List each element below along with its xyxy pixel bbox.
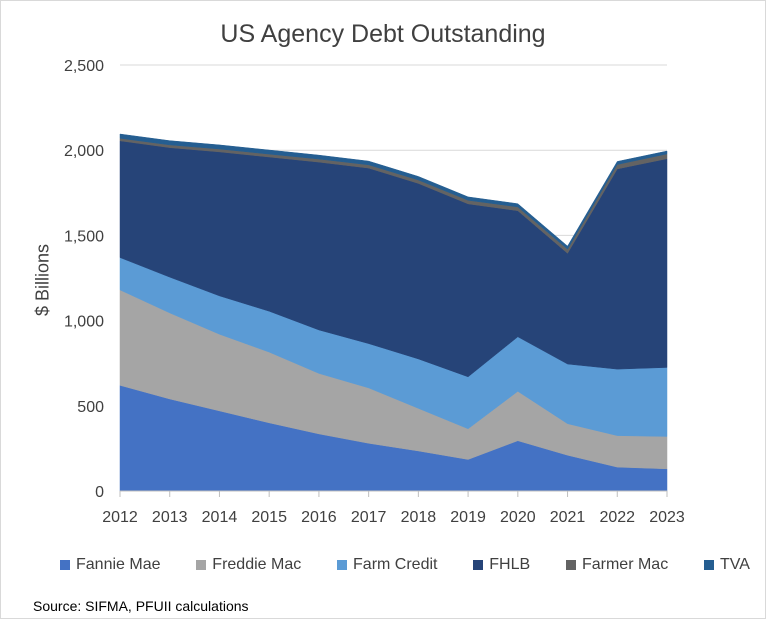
legend-label: Farm Credit <box>353 556 438 573</box>
x-tick-label: 2018 <box>401 509 437 526</box>
x-tick-label: 2021 <box>550 509 586 526</box>
area-tva <box>119 133 668 250</box>
chart-title: US Agency Debt Outstanding <box>220 20 546 48</box>
x-tick-label: 2023 <box>649 509 685 526</box>
y-tick-label: 500 <box>77 399 104 416</box>
source-note: Source: SIFMA, PFUII calculations <box>33 598 249 614</box>
x-tick-label: 2016 <box>301 509 337 526</box>
legend-swatch <box>60 560 70 570</box>
legend-item-farmer-mac: Farmer Mac <box>565 556 669 574</box>
x-tick-label: 2014 <box>202 509 238 526</box>
y-tick-label: 1,500 <box>64 228 104 245</box>
x-tick-label: 2015 <box>251 509 287 526</box>
x-tick-label: 2020 <box>500 509 536 526</box>
x-tick-label: 2012 <box>102 509 138 526</box>
legend-item-freddie-mac: Freddie Mac <box>196 556 301 574</box>
legend-item-fhlb: FHLB <box>473 556 530 574</box>
x-tick-label: 2017 <box>351 509 387 526</box>
x-tick-label: 2019 <box>450 509 486 526</box>
legend-label: Fannie Mae <box>76 556 161 573</box>
y-tick-label: 1,000 <box>64 314 104 331</box>
axes: 0 500 1,000 1,500 2,000 2,500 2012 2013 2014 2015… <box>64 58 685 526</box>
legend-swatch <box>473 560 484 570</box>
legend-label: FHLB <box>489 556 531 573</box>
legend-label: Freddie Mac <box>212 556 302 573</box>
legend-item-tva: TVA <box>704 556 750 574</box>
legend-label: TVA <box>720 556 750 573</box>
y-tick-label: 2,500 <box>64 58 104 75</box>
y-tick-label: 2,000 <box>64 143 104 160</box>
x-tick-label: 2022 <box>599 509 635 526</box>
legend-swatch <box>704 560 714 570</box>
y-tick-label: 0 <box>95 484 104 501</box>
legend-swatch <box>337 560 348 570</box>
legend-item-farm-credit: Farm Credit <box>337 556 437 574</box>
legend-swatch <box>565 560 576 570</box>
legend: Fannie Mae Freddie Mac Farm Credit FHLB Farm… <box>60 556 750 574</box>
stacked-areas <box>119 133 668 492</box>
legend-item-fannie-mae: Fannie Mae <box>60 556 161 574</box>
x-tick-label: 2013 <box>152 509 188 526</box>
legend-label: Farmer Mac <box>581 556 669 573</box>
legend-swatch <box>196 560 207 570</box>
